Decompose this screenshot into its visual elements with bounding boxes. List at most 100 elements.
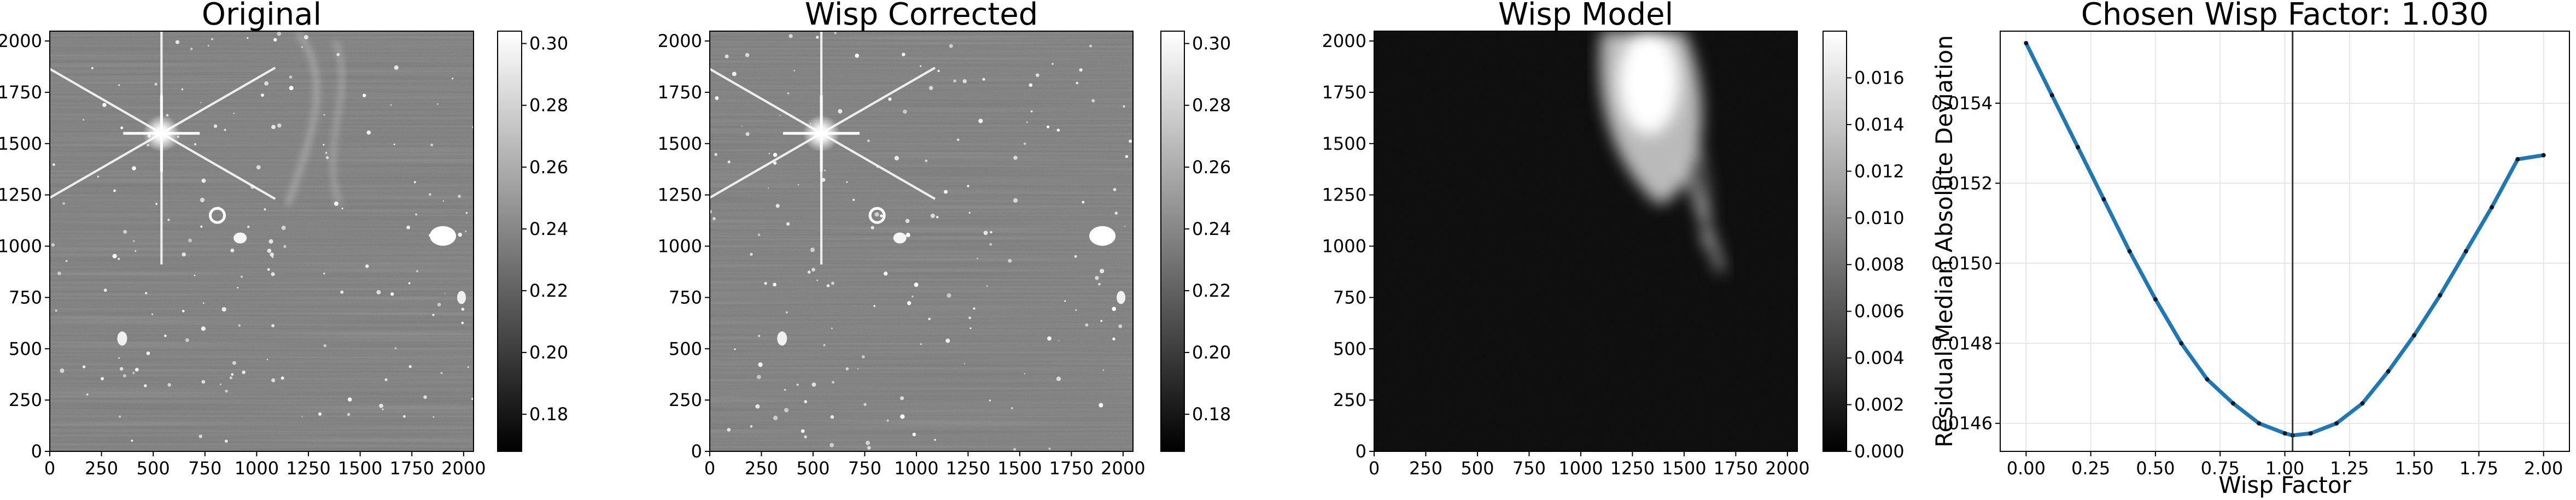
x-tick-label: 750 bbox=[188, 458, 221, 479]
colorbar-tick-label: 0.004 bbox=[1854, 348, 1905, 368]
source bbox=[773, 415, 778, 420]
source bbox=[118, 415, 121, 418]
colorbar: 0.18 0.20 0.22 0.24 0.26 0.28 0.30 bbox=[497, 31, 568, 452]
source bbox=[325, 156, 329, 160]
source bbox=[271, 324, 274, 327]
chart-title: Wisp Model bbox=[1498, 0, 1673, 32]
source bbox=[131, 439, 133, 442]
source bbox=[773, 152, 778, 157]
data-point bbox=[2360, 401, 2365, 406]
data-point bbox=[2334, 421, 2339, 426]
source bbox=[416, 270, 418, 273]
y-tick-label: 250 bbox=[9, 390, 42, 410]
source bbox=[406, 225, 411, 230]
galaxy bbox=[233, 232, 247, 244]
source bbox=[787, 92, 790, 95]
galaxy bbox=[1089, 226, 1116, 246]
source bbox=[1008, 258, 1012, 263]
galaxy bbox=[893, 232, 907, 244]
source bbox=[880, 214, 883, 217]
x-tick-label: 1.50 bbox=[2394, 458, 2433, 479]
x-tick-label: 1750 bbox=[390, 458, 434, 479]
source bbox=[390, 104, 392, 106]
ring-artifact bbox=[209, 207, 226, 224]
source bbox=[1047, 125, 1050, 128]
source bbox=[461, 321, 464, 325]
panel-1: Original 0 250 500 750 1000 1250 1500 1750 2000 0 2… bbox=[0, 0, 568, 479]
source bbox=[1123, 105, 1125, 108]
source bbox=[945, 338, 950, 343]
data-point bbox=[2075, 145, 2080, 150]
source bbox=[465, 211, 468, 214]
axes-frame bbox=[709, 31, 1134, 452]
source bbox=[264, 208, 266, 211]
source bbox=[120, 126, 124, 130]
y-tick-label: 1750 bbox=[658, 82, 702, 103]
source bbox=[225, 390, 228, 393]
source bbox=[289, 86, 294, 91]
source bbox=[786, 222, 790, 226]
x-tick-label: 1000 bbox=[235, 458, 279, 479]
source bbox=[118, 84, 120, 86]
data-point bbox=[2024, 40, 2029, 45]
source bbox=[949, 44, 953, 48]
panel-2: Wisp Corrected 0 250 500 750 1000 1250 1500 1750… bbox=[658, 0, 1231, 479]
x-tick-label: 1750 bbox=[1714, 458, 1758, 479]
x-tick-label: 0 bbox=[44, 458, 55, 479]
source bbox=[51, 243, 55, 247]
source bbox=[366, 130, 371, 135]
source bbox=[874, 212, 879, 217]
source bbox=[133, 240, 135, 242]
source bbox=[423, 395, 427, 399]
source bbox=[867, 446, 871, 450]
source bbox=[788, 34, 793, 38]
source bbox=[283, 245, 287, 248]
source bbox=[65, 260, 68, 262]
source bbox=[432, 314, 435, 316]
axes-frame bbox=[49, 31, 474, 452]
source bbox=[956, 138, 960, 142]
source bbox=[112, 254, 117, 258]
source bbox=[202, 302, 205, 304]
source bbox=[430, 143, 434, 146]
source bbox=[1124, 298, 1125, 300]
source bbox=[969, 327, 972, 330]
chart-title: Original bbox=[202, 0, 322, 32]
y-tick-label: 1750 bbox=[1322, 82, 1366, 103]
source bbox=[773, 161, 777, 165]
source bbox=[390, 292, 394, 296]
source bbox=[1099, 403, 1103, 408]
source bbox=[442, 200, 445, 202]
source bbox=[267, 249, 272, 253]
data-point bbox=[2049, 93, 2054, 98]
source bbox=[863, 403, 867, 406]
source bbox=[467, 366, 469, 368]
source bbox=[201, 326, 206, 331]
colorbar-tick-label: 0.22 bbox=[1192, 280, 1231, 301]
source bbox=[247, 37, 249, 39]
image-streaks bbox=[710, 31, 1133, 451]
galaxy bbox=[429, 226, 456, 246]
source bbox=[323, 144, 325, 146]
colorbar-tick-label: 0.26 bbox=[529, 157, 568, 178]
source bbox=[928, 86, 933, 90]
x-tick-label: 1500 bbox=[997, 458, 1042, 479]
y-tick-label: 0.0148 bbox=[1931, 333, 1993, 354]
source bbox=[810, 248, 815, 252]
source bbox=[55, 309, 57, 312]
y-tick-label: 750 bbox=[9, 287, 42, 308]
source bbox=[809, 123, 811, 125]
image-area bbox=[50, 31, 474, 451]
y-tick-label: 0.0150 bbox=[1931, 253, 1993, 274]
source bbox=[1023, 142, 1026, 145]
source bbox=[989, 243, 992, 246]
colorbar-tick-label: 0.18 bbox=[1192, 404, 1231, 425]
colorbar-tick-label: 0.24 bbox=[529, 219, 568, 239]
source bbox=[436, 103, 439, 105]
source bbox=[118, 357, 120, 359]
source bbox=[428, 233, 432, 237]
source bbox=[213, 124, 218, 128]
source bbox=[1102, 369, 1105, 371]
galaxy bbox=[1117, 291, 1126, 304]
y-tick-label: 250 bbox=[669, 390, 702, 410]
